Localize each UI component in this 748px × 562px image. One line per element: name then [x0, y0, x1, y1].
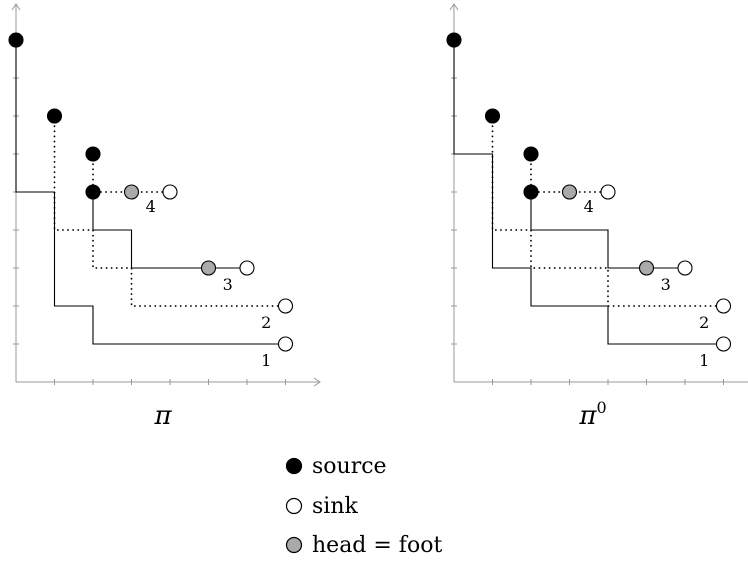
legend-item-source: source: [285, 454, 387, 479]
legend-item-foot: head = foot: [285, 533, 442, 558]
path-label-2: 2: [261, 313, 271, 332]
legend-label-foot: head = foot: [312, 533, 442, 558]
source-node: [446, 32, 462, 48]
foot-node: [638, 260, 655, 276]
source-marker-icon: [285, 457, 303, 475]
source-node: [523, 184, 539, 200]
y-axis-arrow-icon: [11, 3, 21, 11]
y-axis-arrow-icon: [449, 3, 459, 11]
foot-marker-icon: [285, 536, 303, 554]
source-node: [523, 146, 539, 162]
source-node: [85, 146, 101, 162]
panel-pi: 1 2 3 4: [8, 3, 321, 387]
path-label-4: 4: [584, 197, 594, 216]
legend-item-sink: sink: [285, 494, 358, 519]
path-label-1: 1: [261, 351, 271, 370]
lattice-path-1: [453, 40, 724, 345]
panel-caption-pi-zero: π0: [578, 398, 606, 431]
lattice-path-2: [53, 115, 287, 307]
foot-node: [200, 260, 217, 276]
lattice-path-2: [491, 115, 725, 307]
legend: source sink head = foot: [285, 454, 442, 558]
source-node: [484, 108, 501, 124]
foot-node: [123, 184, 140, 200]
legend-label-sink: sink: [312, 494, 358, 519]
source-node: [8, 32, 24, 48]
sink-node: [277, 298, 294, 314]
sink-marker-icon: [285, 497, 303, 515]
path-label-4: 4: [146, 197, 156, 216]
panel-caption-pi: π: [153, 401, 172, 431]
sink-node: [715, 298, 732, 314]
sink-node: [600, 184, 616, 200]
path-label-1: 1: [699, 351, 709, 370]
lattice-path-3: [530, 192, 685, 269]
sink-node: [277, 336, 294, 352]
x-axis-arrow-icon: [313, 377, 321, 387]
sink-node: [239, 260, 255, 276]
sink-node: [677, 260, 693, 276]
path-label-3: 3: [223, 275, 233, 294]
source-node: [85, 184, 101, 200]
source-node: [46, 108, 63, 124]
lattice-path-1: [15, 40, 286, 345]
sink-node: [162, 184, 178, 200]
sink-node: [715, 336, 732, 352]
foot-node: [561, 184, 578, 200]
path-label-2: 2: [699, 313, 709, 332]
path-label-3: 3: [661, 275, 671, 294]
panel-pi-zero: 1 2 3 4: [446, 3, 748, 385]
legend-label-source: source: [312, 454, 387, 479]
lattice-path-3: [92, 192, 247, 269]
